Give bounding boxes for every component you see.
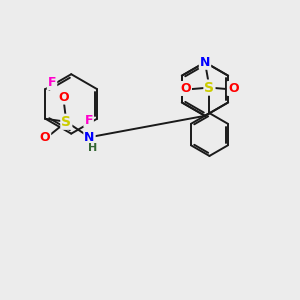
Text: F: F	[48, 76, 56, 89]
Text: O: O	[40, 131, 50, 144]
Text: O: O	[58, 91, 69, 103]
Text: H: H	[88, 142, 97, 153]
Text: O: O	[180, 82, 191, 95]
Text: O: O	[228, 82, 238, 95]
Text: F: F	[84, 114, 93, 127]
Text: S: S	[61, 115, 71, 129]
Text: N: N	[200, 56, 210, 69]
Text: S: S	[204, 81, 214, 94]
Text: N: N	[84, 131, 95, 144]
